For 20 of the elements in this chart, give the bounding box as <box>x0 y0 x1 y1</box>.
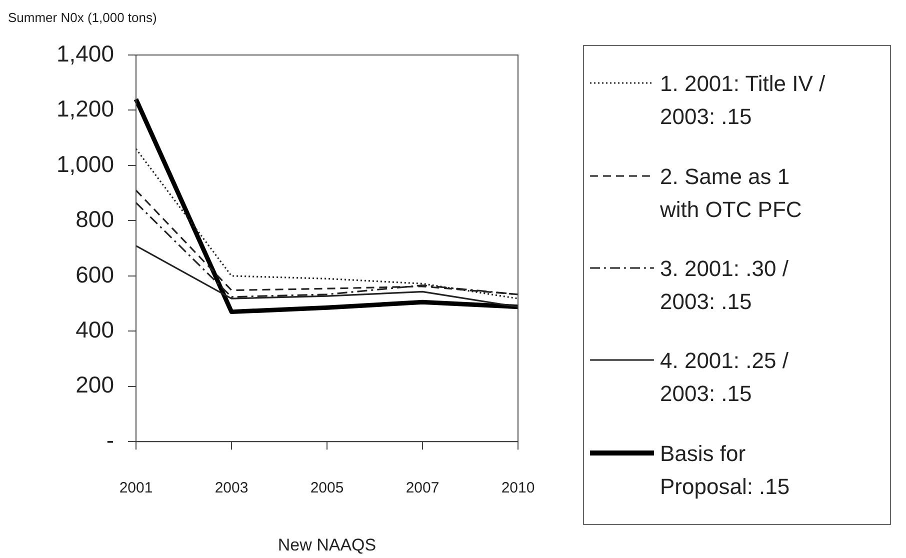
x-tick-label: 2007 <box>406 480 440 497</box>
y-tick-label: 600 <box>76 261 114 288</box>
x-tick-label: 2010 <box>501 480 535 497</box>
x-axis-title: New NAAQS <box>278 535 376 554</box>
x-tick-label: 2001 <box>119 480 153 497</box>
legend-label: 1. 2001: Title IV / 2003: .15 <box>660 70 826 132</box>
legend-label: Basis for Proposal: .15 <box>660 440 791 501</box>
y-tick-label: 200 <box>76 372 114 398</box>
y-tick-label: 800 <box>76 206 114 232</box>
legend-label: 2. Same as 1 with OTC PFC <box>660 162 803 224</box>
y-tick-label: - <box>106 426 114 453</box>
y-tick-label: 1,200 <box>56 96 114 122</box>
y-tick-label: 1,000 <box>56 150 114 177</box>
y-tick-label: 400 <box>76 316 114 342</box>
x-tick-label: 2003 <box>214 480 248 497</box>
x-tick-label: 2005 <box>310 480 344 497</box>
y-tick-label: 1,400 <box>56 40 114 66</box>
legend-label: 4. 2001: .25 / 2003: .15 <box>660 347 790 408</box>
y-axis-title: Summer N0x (1,000 tons) <box>8 10 157 25</box>
legend-label: 3. 2001: .30 / 2003: .15 <box>660 254 790 316</box>
